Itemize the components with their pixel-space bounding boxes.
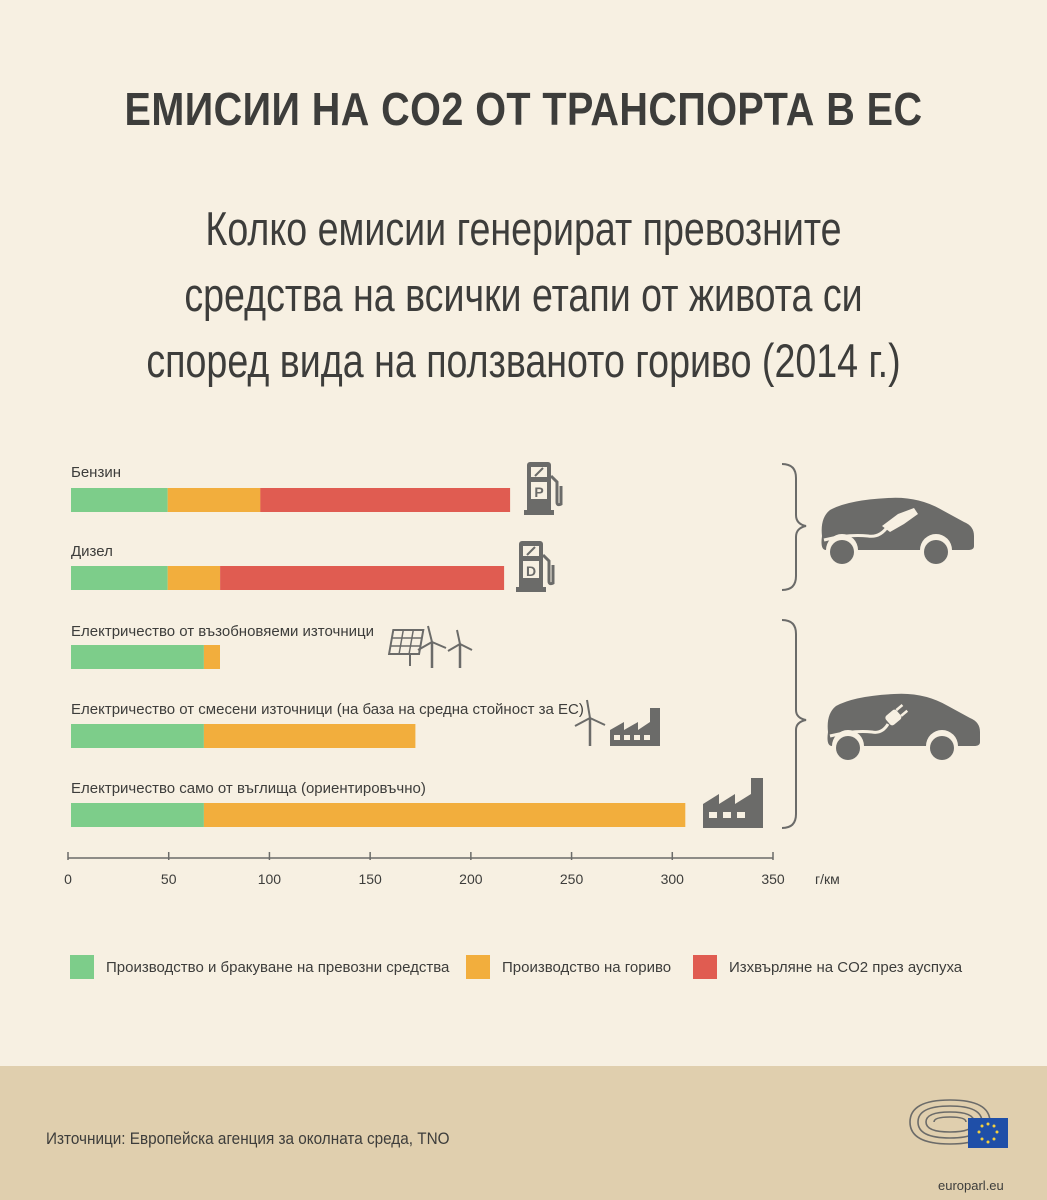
category-label: Електричество от възобновяеми източници bbox=[71, 623, 374, 640]
solar-wind-icon bbox=[387, 625, 473, 668]
sources-text: Източници: Европейска агенция за околнат… bbox=[46, 1129, 450, 1148]
petrol-pump-p-icon: P bbox=[524, 462, 563, 515]
bar-segment bbox=[71, 488, 168, 512]
bracket-electric-cars bbox=[781, 619, 807, 829]
category-label: Електричество само от въглища (ориентиро… bbox=[71, 780, 426, 797]
category-label: Електричество от смесени източници (на б… bbox=[71, 701, 584, 718]
legend-swatch-fuel bbox=[466, 955, 490, 979]
bar-segment bbox=[71, 803, 204, 827]
pump-letter-d: D bbox=[526, 563, 536, 579]
x-tick-label: 300 bbox=[661, 871, 685, 887]
x-tick-label: 0 bbox=[64, 871, 72, 887]
x-tick-label: 100 bbox=[258, 871, 282, 887]
x-axis-unit-label: г/км bbox=[815, 871, 840, 887]
x-tick-label: 150 bbox=[358, 871, 382, 887]
legend-label-fuel: Производство на гориво bbox=[502, 958, 672, 976]
legend-label-exhaust: Изхвърляне на CO2 през ауспуха bbox=[729, 958, 963, 976]
wind-factory-icon bbox=[574, 699, 660, 746]
bar-segment bbox=[220, 566, 505, 590]
footer: Източници: Европейска агенция за околнат… bbox=[0, 1066, 1047, 1200]
x-tick-label: 250 bbox=[560, 871, 584, 887]
bar-segment bbox=[71, 566, 168, 590]
pump-letter-p: P bbox=[534, 484, 543, 500]
bar-segment bbox=[71, 724, 204, 748]
fuel-car-icon bbox=[821, 497, 974, 564]
diesel-pump-d-icon: D bbox=[516, 541, 555, 592]
european-parliament-logo bbox=[909, 1099, 1008, 1148]
page-title: ЕМИСИИ НА CO2 ОТ ТРАНСПОРТА В ЕС bbox=[124, 83, 923, 135]
bar-segment bbox=[71, 645, 204, 669]
factory-icon bbox=[703, 778, 763, 828]
x-tick-label: 350 bbox=[761, 871, 785, 887]
bar-segment bbox=[203, 803, 686, 827]
legend-item-fuel: Производство на гориво bbox=[466, 955, 671, 979]
legend-swatch-production bbox=[70, 955, 94, 979]
category-label: Бензин bbox=[71, 464, 121, 481]
subtitle-line-3: според вида на ползваното гориво (2014 г… bbox=[146, 334, 901, 387]
legend-item-production: Производство и бракуване на превозни сре… bbox=[70, 955, 449, 979]
logo-text: europarl.eu bbox=[938, 1178, 1004, 1193]
subtitle-line-2: средства на всички етапи от живота си bbox=[184, 268, 863, 321]
category-label: Дизел bbox=[71, 543, 113, 560]
bar-segment bbox=[167, 566, 221, 590]
x-tick-label: 50 bbox=[161, 871, 177, 887]
x-tick-label: 200 bbox=[459, 871, 483, 887]
emissions-bar-chart: Бензин Дизел Електричество от възобновяеми… bbox=[64, 462, 980, 887]
electric-car-icon bbox=[827, 693, 980, 760]
bar-segment bbox=[167, 488, 261, 512]
bars-layer: Бензин Дизел Електричество от възобновяеми… bbox=[71, 464, 686, 827]
subtitle-line-1: Колко емисии генерират превозните bbox=[205, 202, 842, 255]
legend-swatch-exhaust bbox=[693, 955, 717, 979]
bar-segment bbox=[203, 724, 416, 748]
legend-item-exhaust: Изхвърляне на CO2 през ауспуха bbox=[693, 955, 962, 979]
bar-segment bbox=[203, 645, 220, 669]
x-axis: 0 50 100 150 200 250 300 350 г/км bbox=[64, 852, 840, 887]
bracket-fuel-cars bbox=[781, 463, 807, 591]
page-subtitle: Колко емисии генерират превозните средст… bbox=[105, 196, 943, 394]
bar-segment bbox=[260, 488, 511, 512]
legend-label-production: Производство и бракуване на превозни сре… bbox=[106, 958, 450, 976]
